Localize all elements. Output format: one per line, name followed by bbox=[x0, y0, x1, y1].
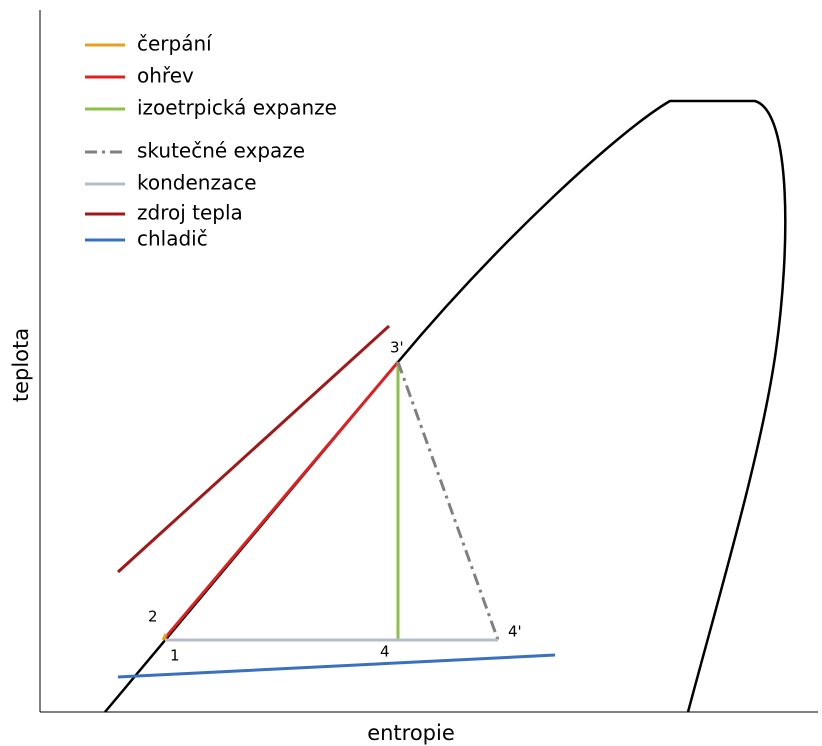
legend-label: izoetrpická expanze bbox=[137, 96, 337, 120]
legend-label: chladič bbox=[137, 227, 208, 251]
legend-label: skutečné expaze bbox=[137, 139, 305, 163]
legend-label: zdroj tepla bbox=[137, 201, 243, 225]
legend-label: čerpání bbox=[137, 32, 213, 56]
point-label: 2 bbox=[148, 608, 158, 626]
point-label: 4' bbox=[508, 623, 522, 641]
point-label: 4 bbox=[380, 643, 390, 661]
legend: čerpání ohřev izoetrpická expanze skuteč… bbox=[85, 32, 337, 251]
pump-line bbox=[161, 633, 168, 641]
point-label: 3' bbox=[390, 339, 404, 357]
legend-label: ohřev bbox=[137, 64, 194, 88]
heating-line bbox=[163, 361, 400, 639]
legend-label: kondenzace bbox=[137, 171, 257, 195]
cooler-line bbox=[117, 653, 556, 679]
real-expansion-line bbox=[396, 361, 500, 641]
saturation-curve bbox=[104, 99, 787, 713]
point-label: 1 bbox=[170, 647, 180, 665]
heat-source-line bbox=[116, 324, 391, 574]
y-axis-label: teplota bbox=[9, 328, 33, 402]
x-axis-label: entropie bbox=[367, 721, 455, 745]
